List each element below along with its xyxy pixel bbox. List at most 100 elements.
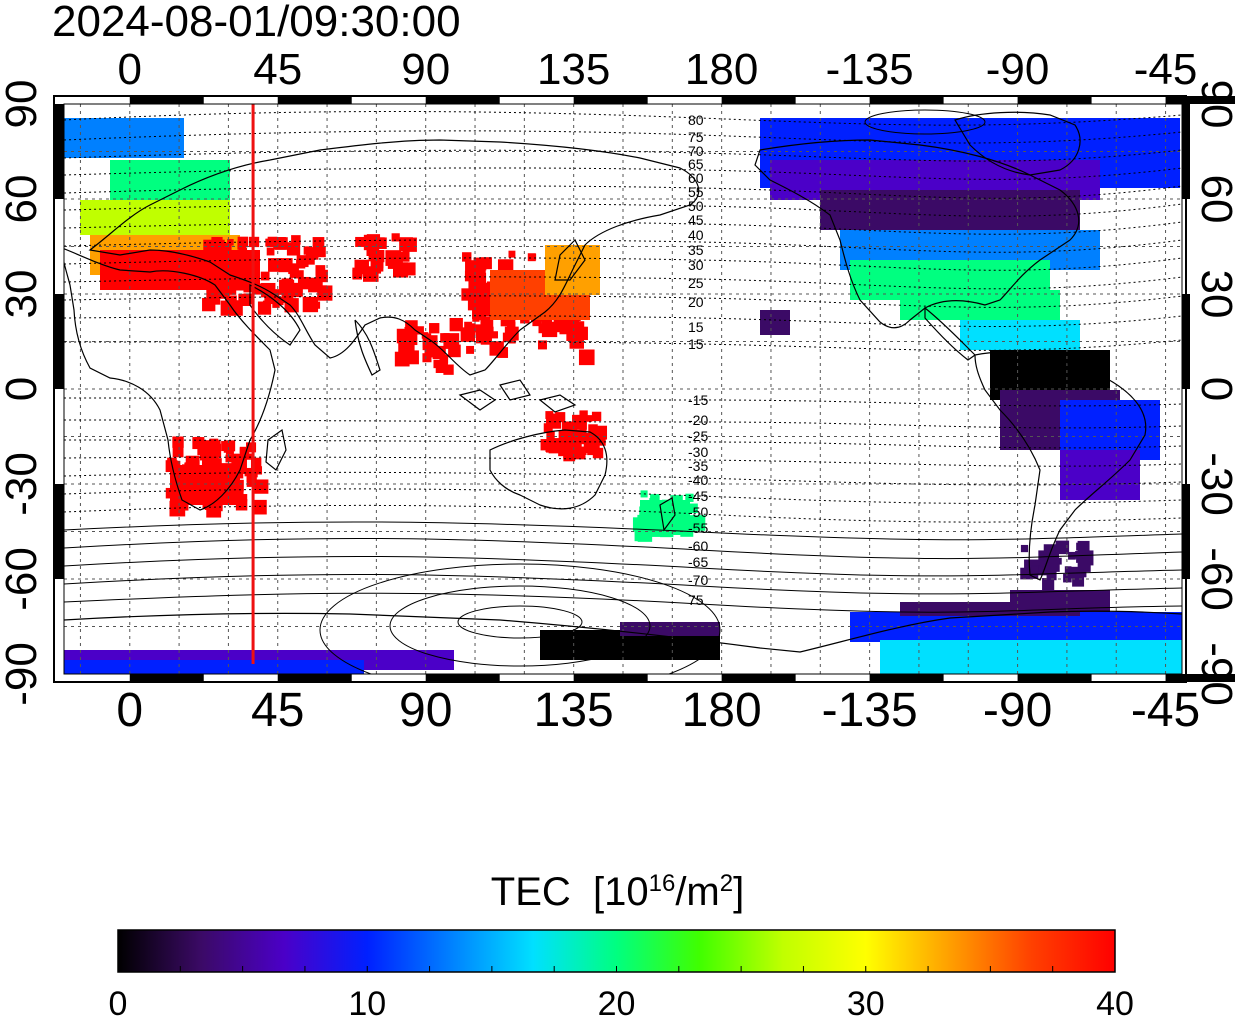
contour-label: -20 [688, 412, 708, 428]
tec-cell [1020, 567, 1032, 580]
tec-region [64, 118, 184, 158]
border-tick [425, 96, 500, 104]
tec-cell [254, 481, 262, 489]
tec-cell [1055, 540, 1070, 555]
tec-cell [689, 515, 706, 531]
tec-cell [291, 235, 301, 245]
tec-cell [573, 417, 581, 424]
tec-cell [401, 343, 413, 355]
tec-cell [172, 439, 181, 448]
tec-cell [1031, 566, 1039, 574]
tec-cell [685, 493, 694, 502]
tec-region [80, 200, 230, 235]
tec-cell [233, 279, 245, 291]
tec-cell [266, 238, 275, 248]
tec-cell [415, 326, 424, 335]
contour-label: 30 [688, 257, 704, 273]
tec-cell [563, 449, 576, 462]
tec-cell [473, 257, 487, 271]
tec-cell [489, 341, 504, 356]
tec-cell [537, 340, 547, 350]
tec-cell [399, 237, 413, 251]
tec-cell [1076, 542, 1085, 551]
contour-label: 15 [688, 336, 704, 352]
tec-cell [389, 255, 402, 269]
tec-cell [366, 245, 377, 256]
tec-cell [477, 301, 487, 310]
tec-cell [284, 298, 299, 313]
tec-cell [429, 323, 440, 334]
lon-tick-label-bottom: -90 [983, 684, 1052, 737]
tec-cell [260, 271, 270, 281]
axis-labels: 0 45 90 135 180 -135 -90 -450 45 90 135 180 -135 -90-… [0, 45, 1235, 737]
tec-cell [213, 258, 222, 267]
tec-cell [235, 499, 248, 511]
tec-cell [205, 263, 216, 273]
tec-cell [688, 503, 698, 514]
tec-cell [502, 332, 513, 343]
tec-cell [237, 240, 247, 250]
border-tick [425, 674, 500, 682]
tec-region [880, 640, 1182, 674]
tec-cell [314, 246, 326, 258]
contour-label: -60 [688, 538, 708, 554]
tec-cell [227, 286, 237, 295]
contour-label: 50 [688, 198, 704, 214]
contour-label: -30 [688, 444, 708, 460]
tec-cell [588, 424, 598, 434]
contour-label: -35 [688, 458, 708, 474]
colorbar-label: TEC [490, 870, 571, 914]
tec-region [620, 622, 720, 636]
tec-region [760, 310, 790, 335]
tec-cell [579, 410, 588, 419]
tec-cell [562, 421, 578, 437]
contour-label: 55 [688, 184, 704, 200]
contour-label: 35 [688, 242, 704, 258]
lat-tick-label-left: -90 [0, 642, 46, 706]
tec-data-layer [64, 118, 1182, 674]
tec-cell [591, 411, 602, 422]
lon-tick-label-top: -135 [826, 45, 914, 94]
tec-cell [373, 238, 382, 247]
tec-cell [281, 291, 294, 304]
contour-lines [64, 109, 1182, 674]
tec-cell [275, 237, 288, 250]
tec-region [170, 465, 240, 505]
tec-cell [222, 247, 230, 255]
tec-cell [1077, 558, 1091, 572]
contour-label: -40 [688, 472, 708, 488]
tec-cell [209, 298, 216, 305]
lat-tick-label-right: 90 [1192, 80, 1235, 129]
tec-cell [318, 285, 328, 294]
border-tick [573, 96, 648, 104]
lat-tick-label-left: -30 [0, 452, 46, 516]
border-tick [573, 674, 648, 682]
lon-tick-label-bottom: -45 [1131, 684, 1200, 737]
tec-cell [253, 466, 263, 475]
border-tick [129, 674, 204, 682]
border-tick [721, 674, 796, 682]
colorbar-tick-label: 20 [597, 985, 636, 1023]
lon-tick-label-bottom: 45 [251, 684, 304, 737]
tec-cell [214, 283, 230, 299]
tec-cell [221, 441, 232, 452]
contour-label: -50 [688, 504, 708, 520]
tec-cell [225, 454, 234, 463]
tec-cell [432, 345, 446, 360]
tec-cell [556, 439, 563, 446]
lon-tick-label-top: 45 [253, 45, 302, 94]
tec-cell [239, 447, 250, 457]
lon-tick-label-bottom: 135 [534, 684, 614, 737]
tec-cell [243, 294, 251, 302]
tec-cell [1047, 559, 1060, 572]
tec-cell [200, 447, 213, 461]
colorbar-title: TEC [1016/m2] [0, 868, 1235, 922]
contour-label: 40 [688, 227, 704, 243]
tec-cell [474, 308, 486, 321]
tec-cell [475, 324, 487, 336]
tec-cell [295, 270, 304, 279]
lat-tick-label-left: -60 [0, 547, 46, 611]
tec-cell [362, 268, 370, 277]
tec-cell [288, 263, 299, 275]
